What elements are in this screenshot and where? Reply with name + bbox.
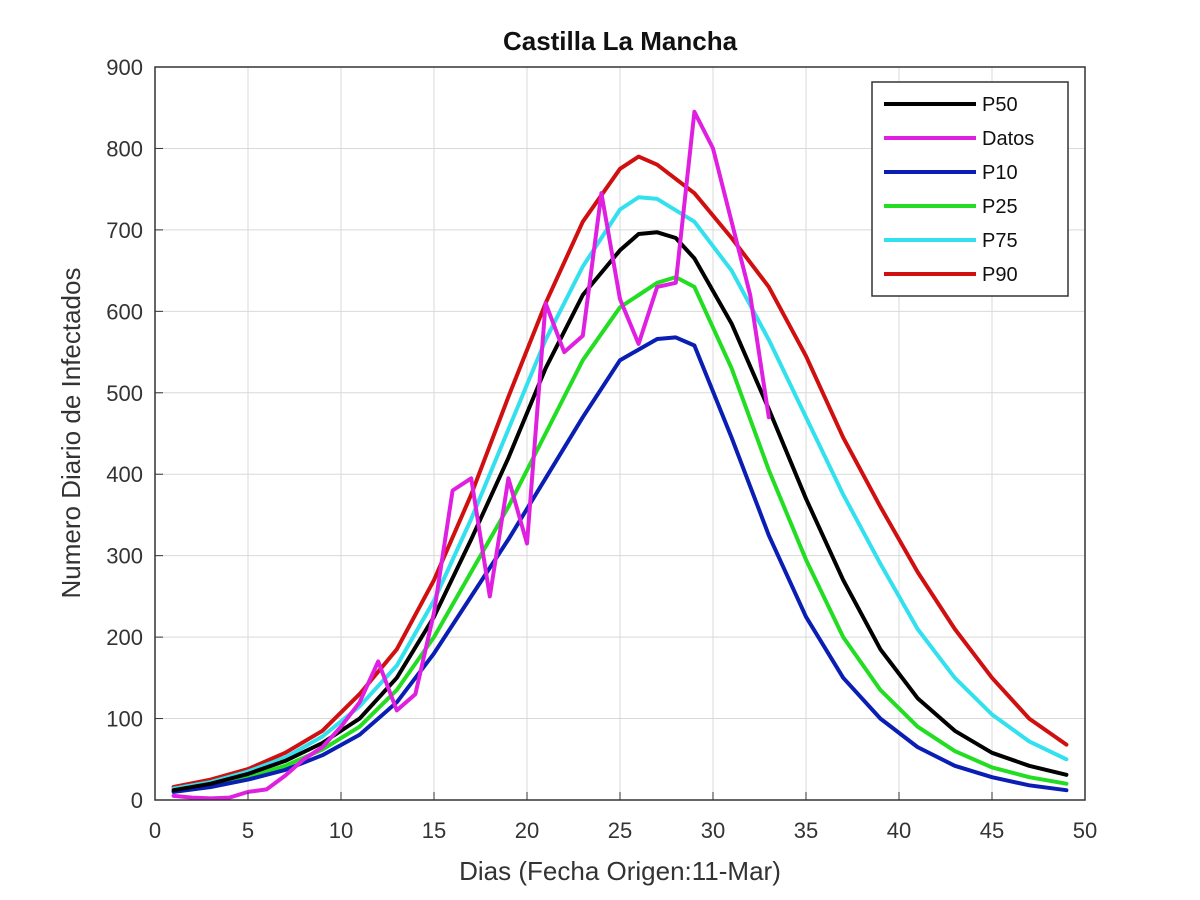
y-tick-label: 800 <box>106 136 143 161</box>
y-tick-label: 100 <box>106 707 143 732</box>
series-layer <box>171 109 1069 801</box>
y-tick-label: 400 <box>106 462 143 487</box>
x-tick-label: 15 <box>422 818 446 843</box>
legend-label-p50: P50 <box>982 94 1018 116</box>
legend-label-p75: P75 <box>982 230 1018 252</box>
y-tick-label: 600 <box>106 299 143 324</box>
legend-label-p90: P90 <box>982 264 1018 286</box>
x-tick-label: 40 <box>887 818 911 843</box>
x-tick-label: 0 <box>149 818 161 843</box>
legend: P50 Datos P10 P25 P75 P90 <box>871 81 1069 297</box>
tick-labels: 0 5 10 15 20 25 30 35 40 45 5001002003004005006007… <box>106 55 1097 843</box>
x-tick-label: 25 <box>608 818 632 843</box>
x-tick-label: 5 <box>242 818 254 843</box>
y-tick-label: 0 <box>131 788 143 813</box>
x-tick-label: 10 <box>329 818 353 843</box>
y-tick-label: 200 <box>106 625 143 650</box>
series-line-p25 <box>171 275 1069 793</box>
x-tick-label: 30 <box>701 818 725 843</box>
series-line-p90 <box>171 154 1069 789</box>
legend-label-p10: P10 <box>982 162 1018 184</box>
x-tick-label: 20 <box>515 818 539 843</box>
chart-title: Castilla La Mancha <box>503 26 738 56</box>
x-tick-label: 35 <box>794 818 818 843</box>
y-tick-label: 500 <box>106 381 143 406</box>
legend-label-p25: P25 <box>982 196 1018 218</box>
y-tick-label: 700 <box>106 218 143 243</box>
series-line-p10 <box>171 335 1069 794</box>
y-axis-label: Numero Diario de Infectados <box>56 268 86 599</box>
legend-label-datos: Datos <box>982 128 1034 150</box>
x-tick-label: 50 <box>1073 818 1097 843</box>
legend-box <box>871 81 1069 297</box>
y-tick-label: 300 <box>106 544 143 569</box>
x-axis-label: Dias (Fecha Origen:11-Mar) <box>459 856 781 886</box>
x-tick-label: 45 <box>980 818 1004 843</box>
series-line-datos <box>171 109 771 801</box>
series-line-p75 <box>171 195 1069 791</box>
y-tick-label: 900 <box>106 55 143 80</box>
